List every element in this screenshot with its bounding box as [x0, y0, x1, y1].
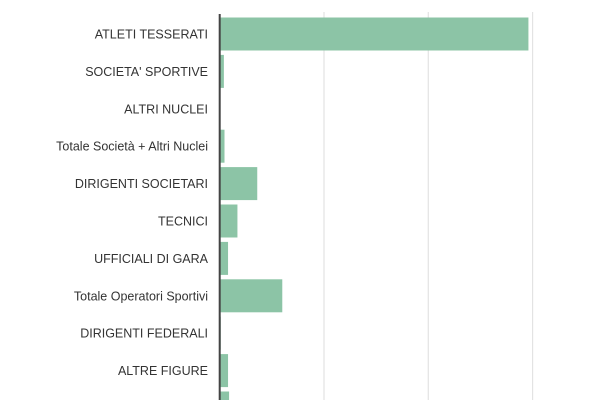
category-label: UFFICIALI DI GARA [94, 252, 209, 266]
category-label: ALTRE FIGURE [118, 364, 208, 378]
bar [219, 129, 225, 163]
category-label: SOCIETA' SPORTIVE [85, 65, 208, 79]
bar [219, 204, 238, 238]
bar [219, 167, 258, 201]
category-label: Totale Società + Altri Nuclei [56, 140, 208, 154]
category-label: ATLETI TESSERATI [95, 28, 208, 42]
bar [219, 279, 283, 313]
category-label: Totale Operatori Sportivi [74, 289, 208, 303]
bar [219, 354, 229, 388]
category-label: DIRIGENTI FEDERALI [80, 327, 208, 341]
category-label: TECNICI [158, 215, 208, 229]
bar [219, 54, 224, 88]
bar [219, 391, 230, 400]
bar [219, 17, 529, 51]
bar [219, 241, 229, 275]
category-label: DIRIGENTI SOCIETARI [75, 177, 208, 191]
category-label: ALTRI NUCLEI [124, 102, 208, 116]
